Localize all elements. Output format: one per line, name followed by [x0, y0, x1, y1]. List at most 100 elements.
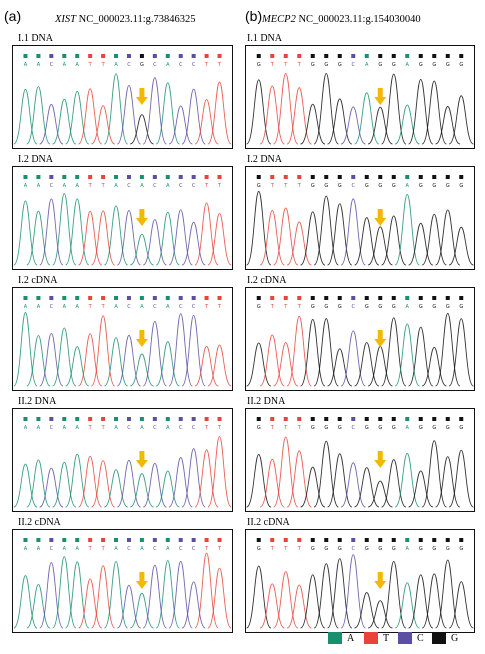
- base-letter: A: [63, 546, 67, 552]
- base-letter: A: [24, 183, 28, 189]
- base-letter: C: [192, 183, 196, 189]
- base-letter: G: [257, 183, 261, 189]
- base-marker: [445, 417, 450, 421]
- trace-peak: [26, 459, 51, 508]
- trace-peak: [435, 456, 461, 508]
- base-marker: [432, 296, 437, 300]
- base-marker: [283, 538, 288, 542]
- base-marker: [88, 538, 93, 542]
- base-marker: [459, 296, 464, 300]
- base-marker: [126, 296, 131, 300]
- trace-peak: [91, 315, 116, 387]
- base-marker: [75, 538, 80, 542]
- trace-peak: [181, 448, 206, 508]
- trace-peak: [408, 470, 434, 508]
- base-marker: [297, 538, 302, 542]
- part-a-title: XIST NC_000023.11:g.73846325: [55, 14, 196, 25]
- base-marker: [432, 175, 437, 179]
- base-marker: [114, 417, 119, 421]
- trace-peak: [327, 203, 353, 266]
- trace-peak: [207, 344, 232, 387]
- trace-peak: [327, 453, 353, 508]
- base-letter: T: [283, 546, 288, 552]
- base-letter: A: [37, 546, 41, 552]
- trace-peak: [408, 574, 434, 629]
- base-marker: [49, 417, 54, 421]
- variant-arrow-icon: [374, 209, 387, 226]
- base-marker: [283, 54, 288, 58]
- trace-peak: [78, 455, 103, 508]
- base-marker: [36, 54, 41, 58]
- base-letter: T: [101, 546, 106, 552]
- trace-peak: [313, 73, 339, 145]
- trace-peak: [26, 210, 51, 266]
- base-letter: G: [311, 183, 315, 189]
- panel-b2-label: I.2 DNA: [247, 154, 282, 165]
- trace-peak: [286, 87, 312, 145]
- base-letter: G: [392, 62, 396, 68]
- base-marker: [191, 417, 196, 421]
- base-marker: [62, 417, 67, 421]
- base-letter: A: [166, 304, 170, 310]
- legend-swatch-t: [364, 632, 378, 644]
- trace-peak: [435, 312, 461, 387]
- part-a-locus: NC_000023.11:g.73846325: [78, 14, 196, 25]
- trace-peak: [286, 450, 312, 508]
- base-letter: A: [76, 304, 80, 310]
- trace-peak: [52, 193, 77, 266]
- base-marker: [432, 538, 437, 542]
- base-marker: [23, 417, 28, 421]
- base-letter: T: [297, 183, 302, 189]
- base-marker: [204, 538, 209, 542]
- variant-arrow-icon: [135, 88, 148, 105]
- base-marker: [270, 54, 275, 58]
- base-letter: G: [419, 546, 423, 552]
- trace-peak: [130, 473, 154, 508]
- base-marker: [62, 54, 67, 58]
- base-letter: T: [204, 183, 209, 189]
- base-marker: [75, 54, 80, 58]
- base-marker: [152, 296, 157, 300]
- base-marker: [217, 54, 222, 58]
- trace-peak: [39, 467, 64, 508]
- base-marker: [114, 54, 119, 58]
- base-letter: T: [101, 183, 106, 189]
- legend-label-g: G: [451, 633, 459, 644]
- base-letter: C: [352, 546, 356, 552]
- base-letter: A: [37, 425, 41, 431]
- base-marker: [191, 296, 196, 300]
- trace-peak: [103, 205, 129, 266]
- trace-peak: [286, 584, 312, 629]
- part-b-letter: (b): [245, 8, 263, 24]
- trace-peak: [130, 233, 154, 266]
- base-letter: A: [63, 304, 67, 310]
- base-marker: [126, 538, 131, 542]
- base-marker: [23, 538, 28, 542]
- base-letter: G: [378, 183, 382, 189]
- base-marker: [126, 417, 131, 421]
- trace-peak: [300, 466, 326, 508]
- base-marker: [88, 54, 93, 58]
- base-letter: C: [352, 183, 356, 189]
- panel-a1-label: I.1 DNA: [18, 33, 53, 44]
- base-letter: G: [419, 304, 423, 310]
- base-marker: [217, 538, 222, 542]
- trace-peak: [354, 592, 380, 629]
- trace-peak: [313, 563, 339, 629]
- trace-peak: [421, 347, 447, 387]
- part-b-locus: NC_000023.11:g.154030040: [298, 14, 421, 25]
- base-letter: A: [24, 62, 28, 68]
- legend-swatch-g: [432, 632, 446, 644]
- base-marker: [391, 417, 396, 421]
- trace-peak: [194, 449, 219, 508]
- base-marker: [165, 296, 170, 300]
- trace-peak: [381, 459, 407, 508]
- variant-arrow-icon: [374, 88, 387, 105]
- base-letter: A: [76, 546, 80, 552]
